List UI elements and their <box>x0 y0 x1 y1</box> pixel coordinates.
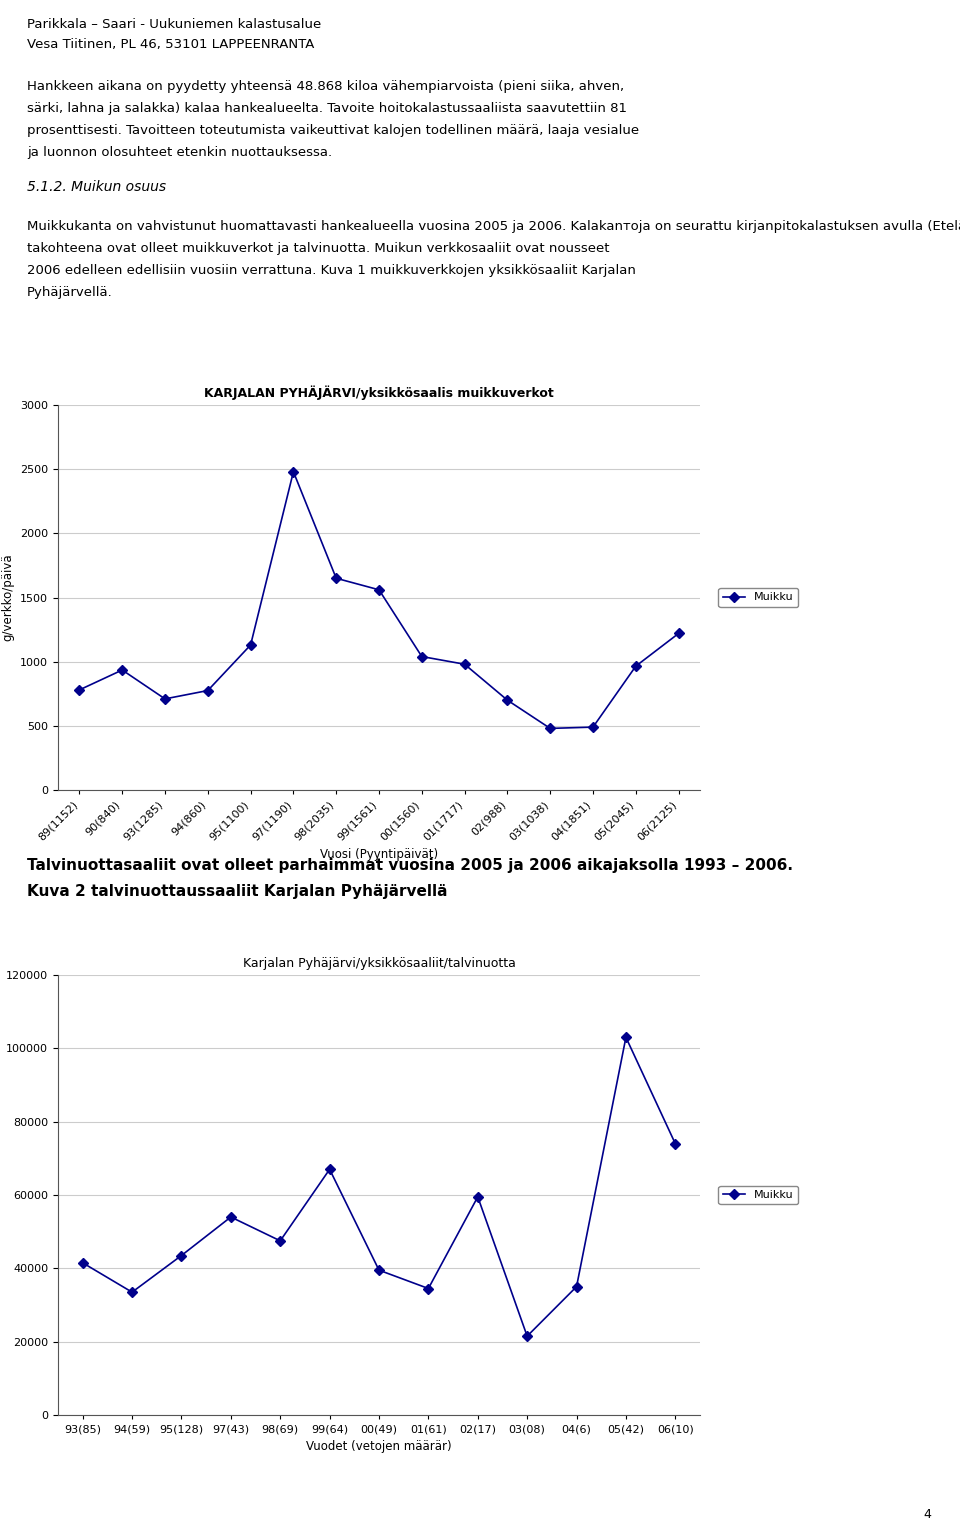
Text: Parikkala – Saari - Uukuniemen kalastusalue: Parikkala – Saari - Uukuniemen kalastusa… <box>27 18 322 30</box>
Text: Muikkukanta on vahvistunut huomattavasti hankealueella vuosina 2005 ja 2006. Kal: Muikkukanta on vahvistunut huomattavasti… <box>27 219 960 233</box>
Legend: Muikku: Muikku <box>718 588 798 607</box>
Title: Karjalan Pyhäjärvi/yksikkösaaliit/talvinuotta: Karjalan Pyhäjärvi/yksikkösaaliit/talvin… <box>243 957 516 969</box>
Text: prosenttisesti. Tavoitteen toteutumista vaikeuttivat kalojen todellinen määrä, l: prosenttisesti. Tavoitteen toteutumista … <box>27 123 639 137</box>
Text: Pyhäjärvellä.: Pyhäjärvellä. <box>27 287 112 299</box>
Y-axis label: g/verkko/päivä: g/verkko/päivä <box>2 553 14 642</box>
Text: 4: 4 <box>924 1509 931 1521</box>
X-axis label: Vuosi (Pyyntipäivät): Vuosi (Pyyntipäivät) <box>320 847 438 861</box>
Text: 2006 edelleen edellisiin vuosiin verrattuna. Kuva 1 muikkuverkkojen yksikkösaali: 2006 edelleen edellisiin vuosiin verratt… <box>27 264 636 277</box>
Text: särki, lahna ja salakka) kalaa hankealueelta. Tavoite hoitokalastussaaliista saa: särki, lahna ja salakka) kalaa hankealue… <box>27 102 627 114</box>
Text: takohteena ovat olleet muikkuverkot ja talvinuotta. Muikun verkkosaaliit ovat no: takohteena ovat olleet muikkuverkot ja t… <box>27 242 610 255</box>
Text: ja luonnon olosuhteet etenkin nuottauksessa.: ja luonnon olosuhteet etenkin nuottaukse… <box>27 146 332 158</box>
Text: 5.1.2. Muikun osuus: 5.1.2. Muikun osuus <box>27 180 166 194</box>
Legend: Muikku: Muikku <box>718 1186 798 1204</box>
Title: KARJALAN PYHÄJÄRVI/yksikkösaalis muikkuverkot: KARJALAN PYHÄJÄRVI/yksikkösaalis muikkuv… <box>204 386 554 399</box>
X-axis label: Vuodet (vetojen määrär): Vuodet (vetojen määrär) <box>306 1440 452 1452</box>
Text: Kuva 2 talvinuottaussaaliit Karjalan Pyhäjärvellä: Kuva 2 talvinuottaussaaliit Karjalan Pyh… <box>27 884 447 899</box>
Text: Hankkeen aikana on pyydetty yhteensä 48.868 kiloa vähempiarvoista (pieni siika, : Hankkeen aikana on pyydetty yhteensä 48.… <box>27 79 624 93</box>
Text: Vesa Tiitinen, PL 46, 53101 LAPPEENRANTA: Vesa Tiitinen, PL 46, 53101 LAPPEENRANTA <box>27 38 314 50</box>
Text: Talvinuottasaaliit ovat olleet parhaimmat vuosina 2005 ja 2006 aikajaksolla 1993: Talvinuottasaaliit ovat olleet parhaimma… <box>27 858 793 873</box>
